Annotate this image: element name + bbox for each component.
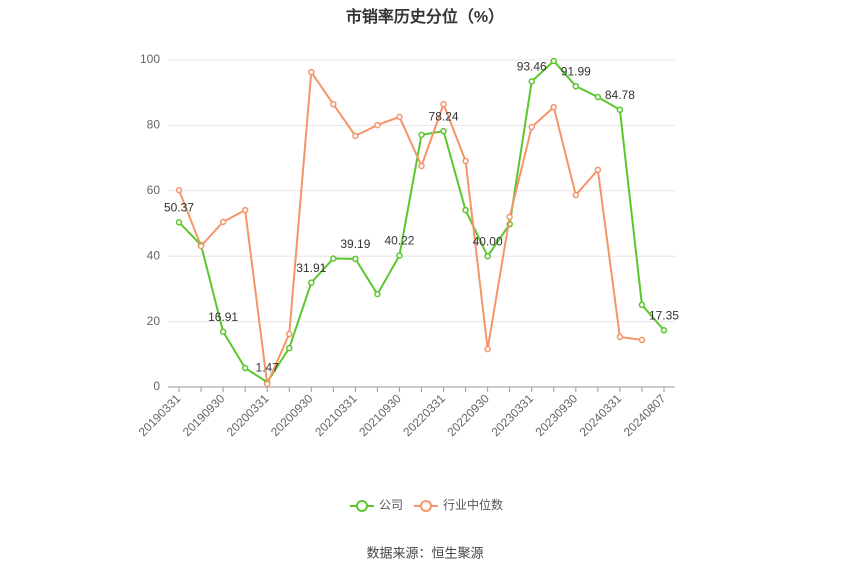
point <box>308 279 315 286</box>
data-label: 31.91 <box>296 261 326 275</box>
data-label: 39.19 <box>340 237 370 251</box>
point <box>572 191 580 199</box>
x-tick-label: 20210930 <box>356 391 404 439</box>
point <box>462 157 469 165</box>
point <box>440 100 447 108</box>
point <box>285 344 293 352</box>
x-tick-label: 20190930 <box>180 391 228 439</box>
point <box>418 131 425 139</box>
y-tick-label: 60 <box>147 183 161 197</box>
data-label: 50.37 <box>164 200 194 214</box>
point <box>616 333 624 341</box>
data-label: 40.00 <box>473 234 503 248</box>
data-label: 16.91 <box>208 310 238 324</box>
point <box>374 121 381 129</box>
data-label: 84.78 <box>605 88 635 102</box>
x-tick-label: 20240807 <box>621 391 669 439</box>
data-label: 93.46 <box>517 60 547 74</box>
point <box>462 206 469 214</box>
x-tick-label: 20240331 <box>577 391 625 439</box>
point <box>374 290 381 298</box>
x-tick-label: 20230331 <box>488 391 536 439</box>
point <box>308 68 315 76</box>
point <box>484 252 491 260</box>
series-line <box>178 69 643 388</box>
x-tick-label: 20220331 <box>400 391 448 439</box>
data-label: 40.22 <box>384 234 414 248</box>
point <box>263 380 271 388</box>
data-label: 17.35 <box>649 308 679 322</box>
point <box>528 123 535 131</box>
point <box>550 57 558 65</box>
point <box>352 132 359 140</box>
point <box>660 327 668 334</box>
point <box>506 213 513 221</box>
point <box>175 186 183 194</box>
point <box>219 328 227 335</box>
point <box>484 345 491 353</box>
legend-marker <box>420 500 432 512</box>
x-tick-label: 20190331 <box>136 391 184 439</box>
legend-label: 行业中位数 <box>443 497 503 512</box>
y-tick-label: 100 <box>140 52 160 66</box>
point <box>330 100 337 108</box>
legend-marker <box>356 500 368 512</box>
point <box>197 242 205 250</box>
point <box>616 106 624 114</box>
y-tick-label: 20 <box>147 314 161 328</box>
x-tick-label: 20200930 <box>268 391 316 439</box>
x-tick-label: 20230930 <box>533 391 581 439</box>
point <box>550 103 558 111</box>
y-tick-label: 0 <box>153 379 160 393</box>
point <box>594 93 602 101</box>
point <box>219 218 227 226</box>
source-note: 数据来源：恒生聚源 <box>366 545 483 560</box>
point <box>418 162 425 170</box>
x-tick-label: 20220930 <box>444 391 492 439</box>
series-line <box>178 59 665 384</box>
point <box>528 78 535 85</box>
point <box>241 206 249 214</box>
chart-title: 市销率历史分位（%） <box>346 7 504 26</box>
data-label: 1.47 <box>256 360 280 374</box>
point <box>396 113 403 121</box>
point <box>330 255 337 262</box>
legend-label: 公司 <box>379 498 403 512</box>
data-label: 78.24 <box>429 109 459 123</box>
x-tick-label: 20200331 <box>224 391 272 439</box>
point <box>594 166 602 174</box>
point <box>396 252 403 259</box>
y-tick-label: 40 <box>147 248 161 262</box>
data-label: 91.99 <box>561 64 591 78</box>
point <box>638 301 646 309</box>
point <box>440 127 447 135</box>
y-tick-label: 80 <box>147 118 161 132</box>
point <box>175 219 183 226</box>
point <box>572 82 580 90</box>
point <box>352 255 359 263</box>
point <box>638 336 646 344</box>
x-tick-label: 20210331 <box>312 391 360 439</box>
point <box>285 330 293 338</box>
point <box>241 364 249 372</box>
